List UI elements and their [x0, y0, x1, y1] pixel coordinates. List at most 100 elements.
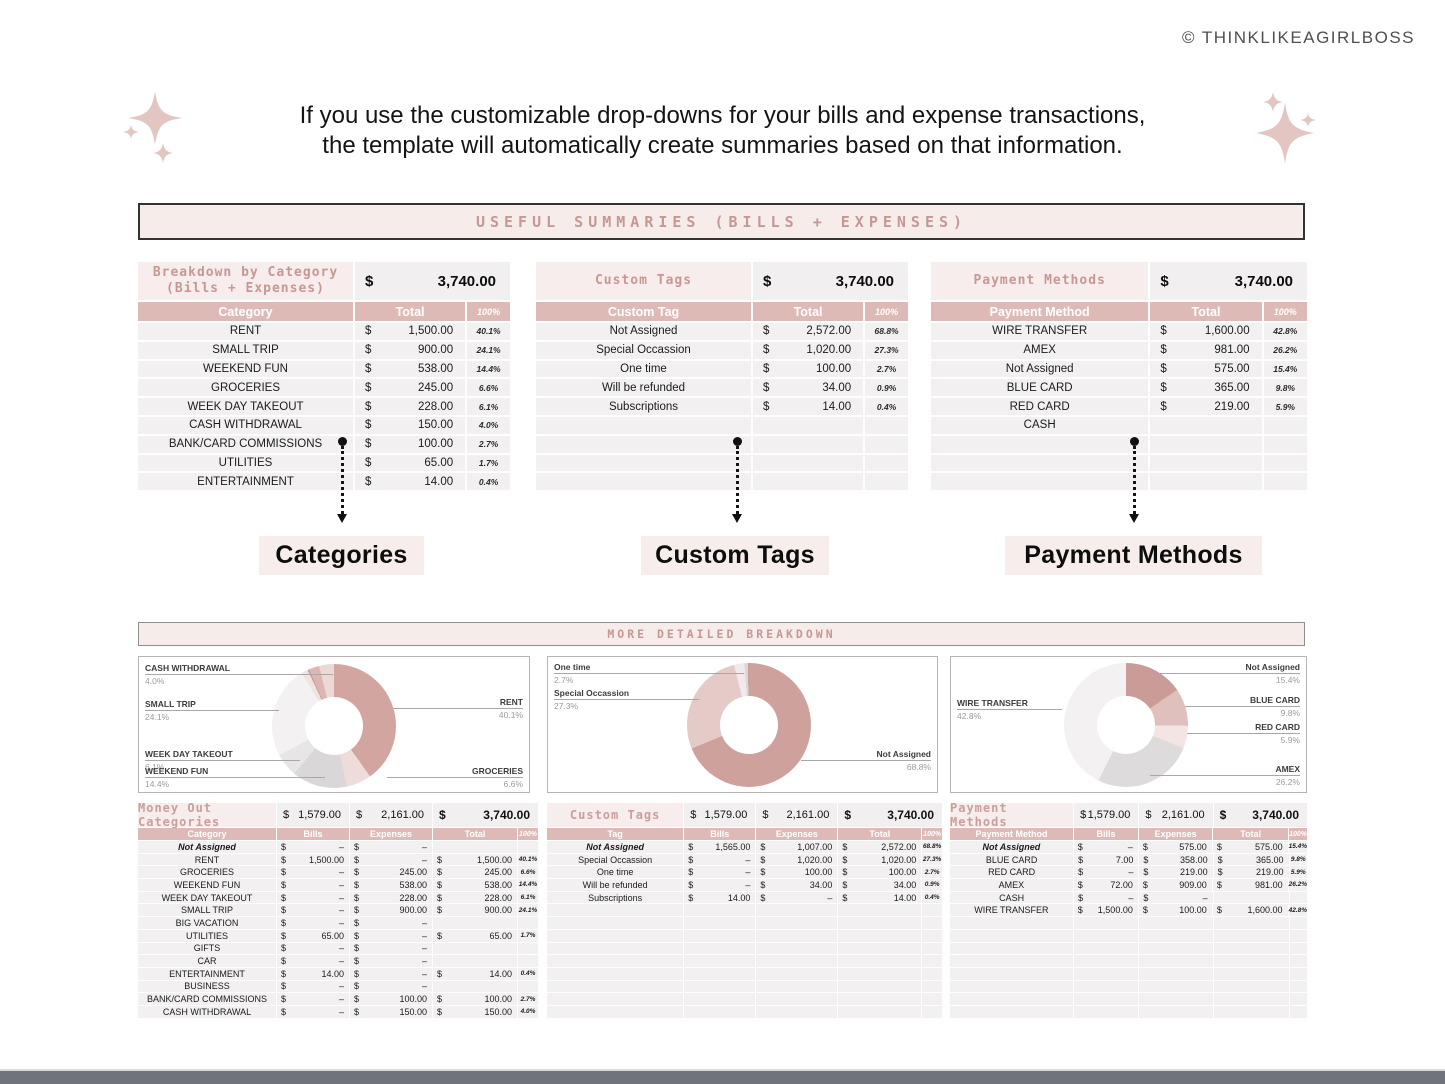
cell-expenses	[756, 980, 838, 993]
cell-label	[547, 942, 684, 955]
cell-label	[536, 435, 752, 453]
amount: 245.00	[484, 867, 512, 878]
currency-sign: $	[354, 981, 360, 992]
cell-pct: 27.3%	[922, 853, 942, 866]
amount: 14.00	[489, 968, 512, 979]
table-row: BANK/CARD COMMISSIONS $ – $100.00 $100.00 2.7…	[138, 993, 538, 1005]
amount: –	[338, 879, 344, 890]
chart-panel-payment-methods: Not Assigned 15.4% BLUE CARD 9.8% RED CARD 5.…	[950, 656, 1307, 793]
cell-expenses	[756, 967, 838, 980]
cell-label: Subscriptions	[547, 891, 684, 904]
cell-label: CASH	[950, 891, 1074, 904]
amount: –	[421, 841, 427, 852]
cell-expenses: $ –	[350, 980, 432, 993]
amount: 14.00	[893, 892, 917, 903]
currency-sign: $	[690, 809, 697, 821]
amount: 100.00	[888, 867, 917, 878]
table-row	[536, 435, 908, 453]
column-header-expenses: Expenses	[1139, 828, 1213, 840]
cell-bills	[1074, 929, 1139, 942]
currency-sign: $	[281, 981, 287, 992]
cell-bills	[1074, 917, 1139, 929]
cell-bills	[1074, 980, 1139, 993]
cell-total: $228.00	[355, 398, 466, 415]
cell-label: UTILITIES	[138, 454, 354, 472]
table-row	[950, 980, 1307, 993]
amount: 538.00	[417, 362, 454, 375]
amount: 3,740.00	[835, 272, 894, 290]
cell-bills	[684, 917, 756, 929]
column-header-label: Tag	[547, 828, 684, 840]
currency-sign: $	[1078, 854, 1084, 865]
cell-label: RED CARD	[931, 398, 1149, 415]
cell-label: SMALL TRIP	[138, 904, 276, 917]
amount: 1,007.00	[797, 841, 833, 852]
cell-pct: 24.1%	[467, 341, 510, 359]
currency-sign: $	[281, 930, 287, 941]
cell-label: Will be refunded	[536, 379, 752, 397]
currency-sign: $	[763, 272, 772, 290]
currency-sign: $	[281, 905, 287, 916]
table-row: Special Occassion $1,020.00 27.3%	[536, 341, 908, 359]
callout-percent: 26.2%	[1275, 777, 1300, 787]
column-header-expenses: Expenses	[756, 828, 838, 840]
cell-bills: $ –	[277, 879, 349, 891]
column-header-total: Total	[1150, 302, 1262, 321]
cell-bills: $ –	[277, 955, 349, 967]
currency-sign: $	[1078, 867, 1084, 878]
currency-sign: $	[281, 943, 287, 954]
cell-label: WEEKEND FUN	[138, 360, 354, 378]
cell-expenses	[1139, 929, 1213, 942]
cell-expenses	[1139, 942, 1213, 955]
callout-percent: 24.1%	[145, 712, 170, 722]
currency-sign: $	[688, 854, 694, 865]
amount: 2,161.00	[786, 809, 830, 821]
currency-sign: $	[760, 841, 766, 852]
amount: 2,572.00	[881, 841, 917, 852]
amount: –	[338, 905, 344, 916]
cell-label	[547, 904, 684, 917]
cell-label	[931, 454, 1149, 472]
cell-total	[838, 980, 922, 993]
currency-sign: $	[439, 808, 446, 822]
donut-chart-custom-tags	[687, 663, 811, 787]
currency-sign: $	[437, 905, 443, 916]
amount: 245.00	[399, 867, 427, 878]
currency-sign: $	[1160, 344, 1167, 357]
amount: 219.00	[1180, 867, 1208, 878]
table-row: WEEK DAY TAKEOUT $228.00 6.1%	[138, 398, 510, 415]
amount: 100.00	[804, 867, 833, 878]
amount: 100.00	[1179, 905, 1207, 916]
callout-label: SMALL TRIP	[145, 699, 279, 711]
currency-sign: $	[354, 1006, 360, 1017]
currency-sign: $	[281, 917, 287, 928]
cell-pct	[1263, 454, 1307, 472]
cell-pct: 9.8%	[1263, 379, 1307, 397]
cell-total	[1213, 980, 1289, 993]
summary-grand-total: $3,740.00	[753, 262, 908, 300]
callout-percent: 6.6%	[503, 779, 523, 789]
cell-expenses: $ –	[350, 942, 432, 955]
amount: 228.00	[399, 892, 427, 903]
cell-label	[536, 416, 752, 434]
table-row	[950, 917, 1307, 929]
detail-title-row: Payment Methods $1,579.00 $2,161.00 $3,740.…	[950, 801, 1307, 829]
amount: 14.00	[321, 968, 344, 979]
cell-label	[950, 929, 1074, 942]
cell-label: GIFTS	[138, 942, 276, 955]
amount: –	[338, 994, 344, 1005]
cell-expenses	[1139, 1005, 1213, 1018]
cell-pct: 24.1%	[518, 904, 538, 917]
cell-bills	[1074, 993, 1139, 1005]
cell-total: $150.00	[433, 1005, 517, 1018]
amount: 3,740.00	[1252, 808, 1299, 822]
amount: 909.00	[1179, 879, 1207, 890]
column-header-bills: Bills	[277, 828, 349, 840]
table-row: CASH WITHDRAWAL $150.00 4.0%	[138, 416, 510, 434]
cell-expenses	[1139, 967, 1213, 980]
currency-sign: $	[354, 956, 360, 967]
amount: 72.00	[1110, 879, 1133, 890]
chart-callout: Not Assigned 15.4%	[1155, 662, 1300, 685]
table-row: Not Assigned $ – $ –	[138, 841, 538, 853]
table-row	[536, 416, 908, 434]
